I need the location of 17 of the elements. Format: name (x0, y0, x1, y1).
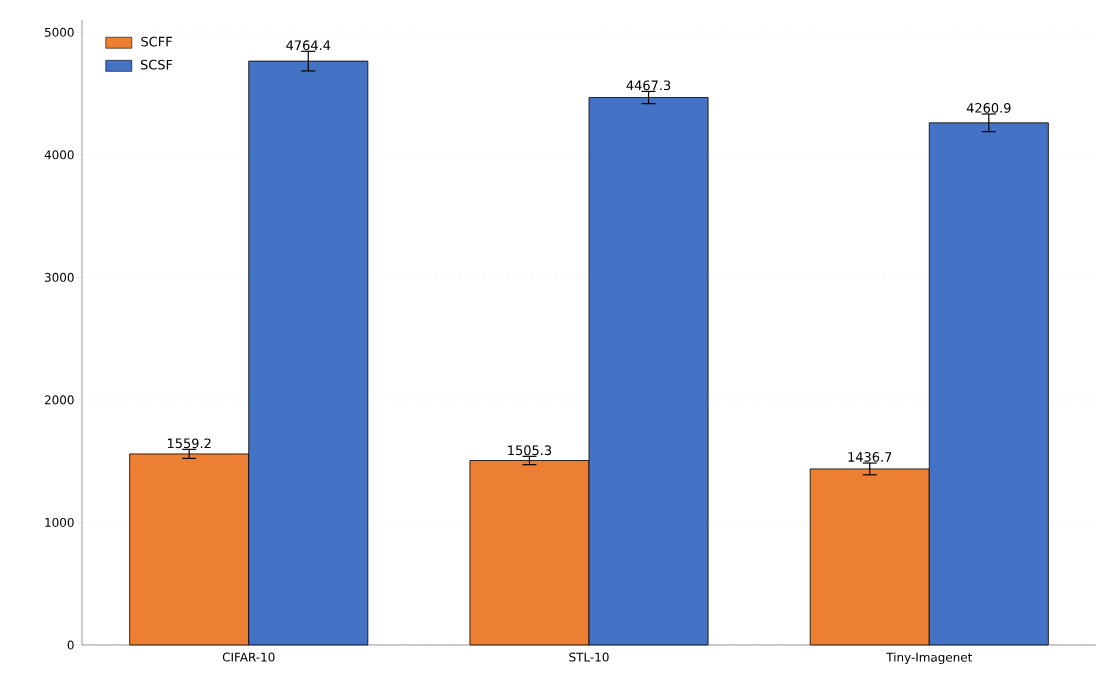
x-tick-label: Tiny-Imagenet (886, 652, 973, 665)
y-tick-label: 5000 (44, 27, 74, 37)
data-label: 4260.9 (966, 103, 1011, 113)
data-label: 1559.2 (167, 438, 211, 449)
y-tick-label: 2000 (44, 395, 74, 405)
y-tick-label: 4000 (44, 150, 74, 160)
data-label: 1505.3 (508, 445, 552, 456)
legend-label: SCSF (140, 59, 173, 70)
x-tick-label: CIFAR-10 (222, 652, 275, 662)
y-tick-label: 1000 (45, 517, 74, 527)
data-label: 1436.7 (848, 452, 892, 462)
data-label: 4764.4 (286, 40, 331, 51)
y-tick-label: 3000 (44, 272, 74, 282)
data-label: 4467.3 (626, 80, 671, 91)
y-tick-label: 0 (67, 640, 74, 650)
legend-label: SCFF (141, 36, 172, 47)
x-tick-label: STL-10 (569, 652, 609, 662)
